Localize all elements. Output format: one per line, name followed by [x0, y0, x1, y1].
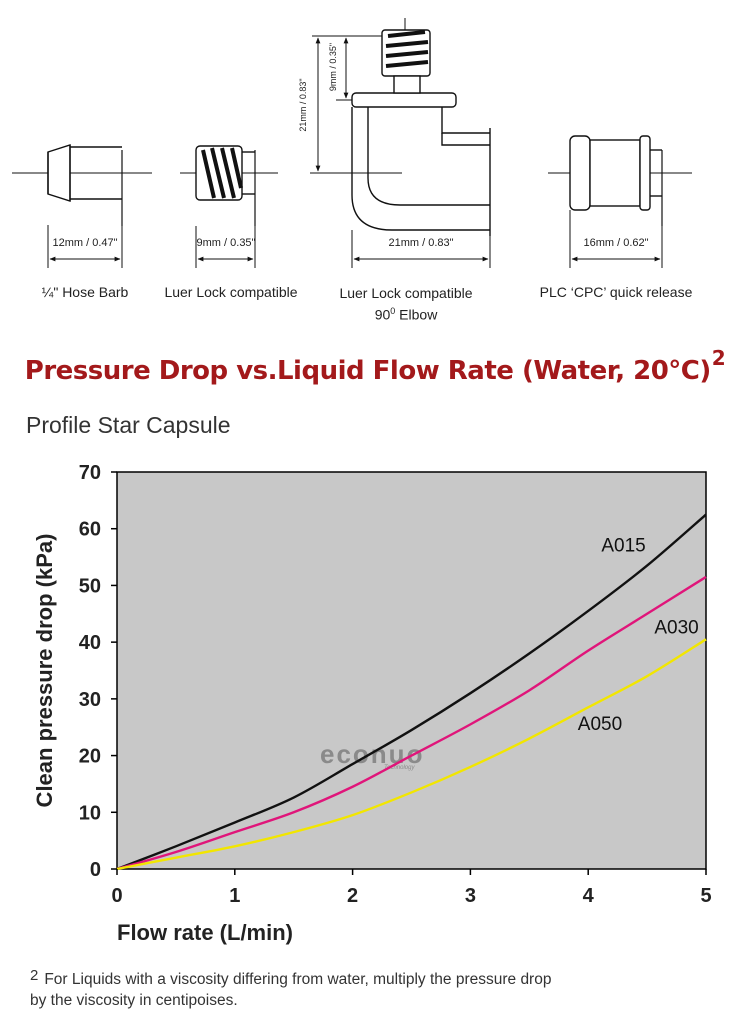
elbow-caption-degree: 0	[390, 306, 396, 316]
x-tick-label: 5	[700, 885, 711, 907]
hose-barb-dimension: 12mm / 0.47"	[52, 237, 117, 249]
footnote-mark: 2	[30, 967, 39, 984]
y-tick-label: 20	[79, 746, 101, 768]
footnote: 2 For Liquids with a viscosity differing …	[30, 965, 730, 1011]
cpc-caption: PLC ‘CPC’ quick release	[539, 284, 693, 300]
page-title-text: Pressure Drop vs.Liquid Flow Rate (Water…	[24, 356, 712, 386]
elbow-caption-word: Elbow	[399, 306, 438, 323]
luer-elbow-drawing	[310, 18, 491, 268]
chart-subtitle: Profile Star Capsule	[26, 412, 231, 438]
y-tick-label: 10	[79, 802, 101, 824]
elbow-height-total: 21mm / 0.83"	[298, 78, 308, 131]
elbow-dimension: 21mm / 0.83"	[388, 237, 453, 249]
elbow-height-top: 9mm / 0.35"	[328, 43, 338, 91]
series-layer: A015 A030 A050	[116, 513, 707, 871]
cpc-quick-release-drawing	[548, 135, 692, 268]
watermark: econuo Technology	[320, 739, 422, 771]
x-tick-label: 0	[111, 885, 122, 907]
x-axis-label: Flow rate (L/min)	[117, 920, 293, 945]
x-tick-label: 1	[229, 885, 240, 907]
series-line-a030	[116, 575, 707, 871]
elbow-caption-num: 90	[374, 306, 391, 323]
elbow-caption-line1: Luer Lock compatible	[339, 285, 473, 301]
x-tick-label: 2	[347, 885, 358, 907]
y-tick-label: 70	[79, 462, 101, 484]
elbow-caption: Luer Lock compatible 900 Elbow	[320, 284, 492, 324]
footnote-line2: by the viscosity in centipoises.	[30, 992, 238, 1009]
luer-lock-dimension: 9mm / 0.35"	[197, 237, 256, 249]
series-label-a050: A050	[578, 714, 622, 735]
y-tick-label: 40	[79, 632, 101, 654]
cpc-dimension: 16mm / 0.62"	[583, 237, 648, 249]
page-title: Pressure Drop vs.Liquid Flow Rate (Water…	[0, 346, 750, 386]
luer-lock-drawing	[180, 145, 278, 268]
series-line-a015	[116, 513, 707, 871]
luer-lock-caption: Luer Lock compatible	[164, 284, 298, 300]
y-tick-label: 50	[79, 575, 101, 597]
series-line-a050	[116, 638, 707, 871]
y-tick-label: 0	[90, 859, 101, 881]
hose-barb-caption: ¼" Hose Barb	[41, 284, 129, 300]
y-tick-label: 30	[79, 689, 101, 711]
plot-area	[116, 471, 707, 870]
fittings-drawing: 12mm / 0.47" 9mm / 0.35" 21mm / 0.83" 16…	[12, 18, 692, 268]
y-tick-label: 60	[79, 519, 101, 541]
x-tick-label: 4	[583, 885, 595, 907]
x-tick-label: 3	[465, 885, 476, 907]
series-label-a015: A015	[601, 535, 645, 556]
watermark-sub: Technology	[384, 765, 415, 771]
series-label-a030: A030	[654, 618, 698, 639]
title-footnote-mark: 2	[711, 346, 726, 370]
footnote-line1: For Liquids with a viscosity differing f…	[44, 971, 552, 988]
hose-barb-drawing	[12, 144, 152, 268]
y-axis-label: Clean pressure drop (kPa)	[32, 534, 57, 808]
